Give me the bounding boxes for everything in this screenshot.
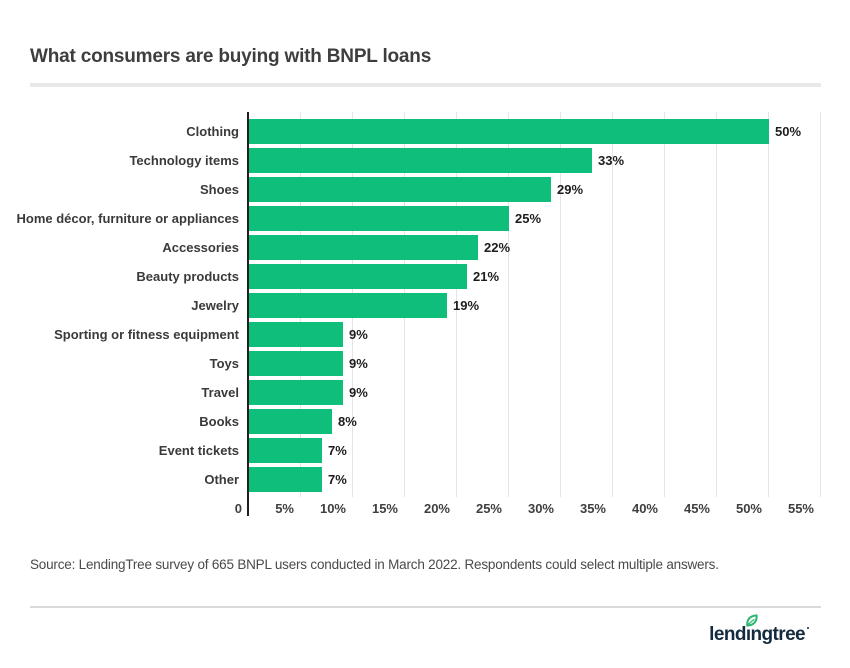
- value-label: 19%: [453, 298, 480, 313]
- gridline: [716, 112, 717, 497]
- x-tick-label: 0: [234, 501, 242, 516]
- page-title: What consumers are buying with BNPL loan…: [30, 46, 432, 67]
- bar-row: Beauty products 21%: [0, 262, 850, 291]
- bar: [249, 409, 332, 434]
- value-label: 21%: [473, 269, 500, 284]
- bar: [249, 380, 343, 405]
- footer-divider: [30, 606, 821, 608]
- x-tick-label: 5%: [275, 501, 294, 516]
- category-label: Travel: [201, 385, 239, 400]
- x-tick-label: 20%: [423, 501, 450, 516]
- value-label: 9%: [349, 327, 368, 342]
- bar-row: Travel 9%: [0, 378, 850, 407]
- title-divider: [30, 83, 821, 87]
- bar-row: Toys 9%: [0, 349, 850, 378]
- bar-row: Sporting or fitness equipment 9%: [0, 320, 850, 349]
- bar-row: Books 8%: [0, 407, 850, 436]
- x-tick-label: 55%: [787, 501, 814, 516]
- bar-row: Technology items 33%: [0, 146, 850, 175]
- gridline: [612, 112, 613, 497]
- value-label: 29%: [557, 182, 584, 197]
- value-label: 9%: [349, 356, 368, 371]
- category-label: Shoes: [199, 182, 239, 197]
- bar-row: Shoes 29%: [0, 175, 850, 204]
- bar: [249, 119, 769, 144]
- x-tick-label: 15%: [371, 501, 398, 516]
- x-tick-label: 30%: [527, 501, 554, 516]
- category-label: Jewelry: [191, 298, 239, 313]
- bar: [249, 235, 478, 260]
- x-tick-label: 40%: [631, 501, 658, 516]
- gridline: [768, 112, 769, 497]
- value-label: 22%: [484, 240, 511, 255]
- value-label: 7%: [328, 443, 347, 458]
- bar: [249, 467, 322, 492]
- value-label: 50%: [775, 124, 802, 139]
- bar-row: Event tickets 7%: [0, 436, 850, 465]
- bar: [249, 148, 592, 173]
- category-label: Accessories: [162, 240, 239, 255]
- value-label: 7%: [328, 472, 347, 487]
- x-tick-label: 35%: [579, 501, 606, 516]
- bar-row: Other 7%: [0, 465, 850, 494]
- bar-row: Accessories 22%: [0, 233, 850, 262]
- bar: [249, 177, 551, 202]
- leaf-icon: [743, 612, 760, 629]
- bar: [249, 438, 322, 463]
- category-label: Sporting or fitness equipment: [54, 327, 239, 342]
- bar-row: Clothing 50%: [0, 117, 850, 146]
- gridline: [820, 112, 821, 497]
- gridline: [560, 112, 561, 497]
- logo-text: lendıngtree: [709, 624, 805, 645]
- category-label: Toys: [209, 356, 239, 371]
- bar-row: Home décor, furniture or appliances 25%: [0, 204, 850, 233]
- value-label: 9%: [349, 385, 368, 400]
- category-label: Home décor, furniture or appliances: [16, 211, 240, 226]
- category-label: Clothing: [186, 124, 239, 139]
- value-label: 25%: [515, 211, 542, 226]
- bar: [249, 293, 447, 318]
- bar-row: Jewelry 19%: [0, 291, 850, 320]
- category-label: Technology items: [129, 153, 239, 168]
- bnpl-bar-chart: 0 5% 10% 15% 20% 25% 30% 35% 40% 45% 50% 55% Clothin…: [0, 112, 850, 516]
- category-label: Event tickets: [158, 443, 239, 458]
- gridline: [508, 112, 509, 497]
- x-tick-label: 10%: [319, 501, 346, 516]
- x-tick-label: 45%: [683, 501, 710, 516]
- gridline: [456, 112, 457, 497]
- bar: [249, 322, 343, 347]
- source-note: Source: LendingTree survey of 665 BNPL u…: [30, 557, 719, 572]
- value-label: 33%: [598, 153, 625, 168]
- trademark-dot: [807, 627, 809, 629]
- gridline: [664, 112, 665, 497]
- y-axis-line: [247, 112, 249, 516]
- lendingtree-logo: lendıngtree: [709, 614, 809, 650]
- bar: [249, 206, 509, 231]
- bar: [249, 351, 343, 376]
- x-tick-label: 50%: [735, 501, 762, 516]
- x-tick-label: 25%: [475, 501, 502, 516]
- bar: [249, 264, 467, 289]
- category-label: Books: [199, 414, 239, 429]
- category-label: Beauty products: [136, 269, 239, 284]
- category-label: Other: [204, 472, 239, 487]
- value-label: 8%: [338, 414, 357, 429]
